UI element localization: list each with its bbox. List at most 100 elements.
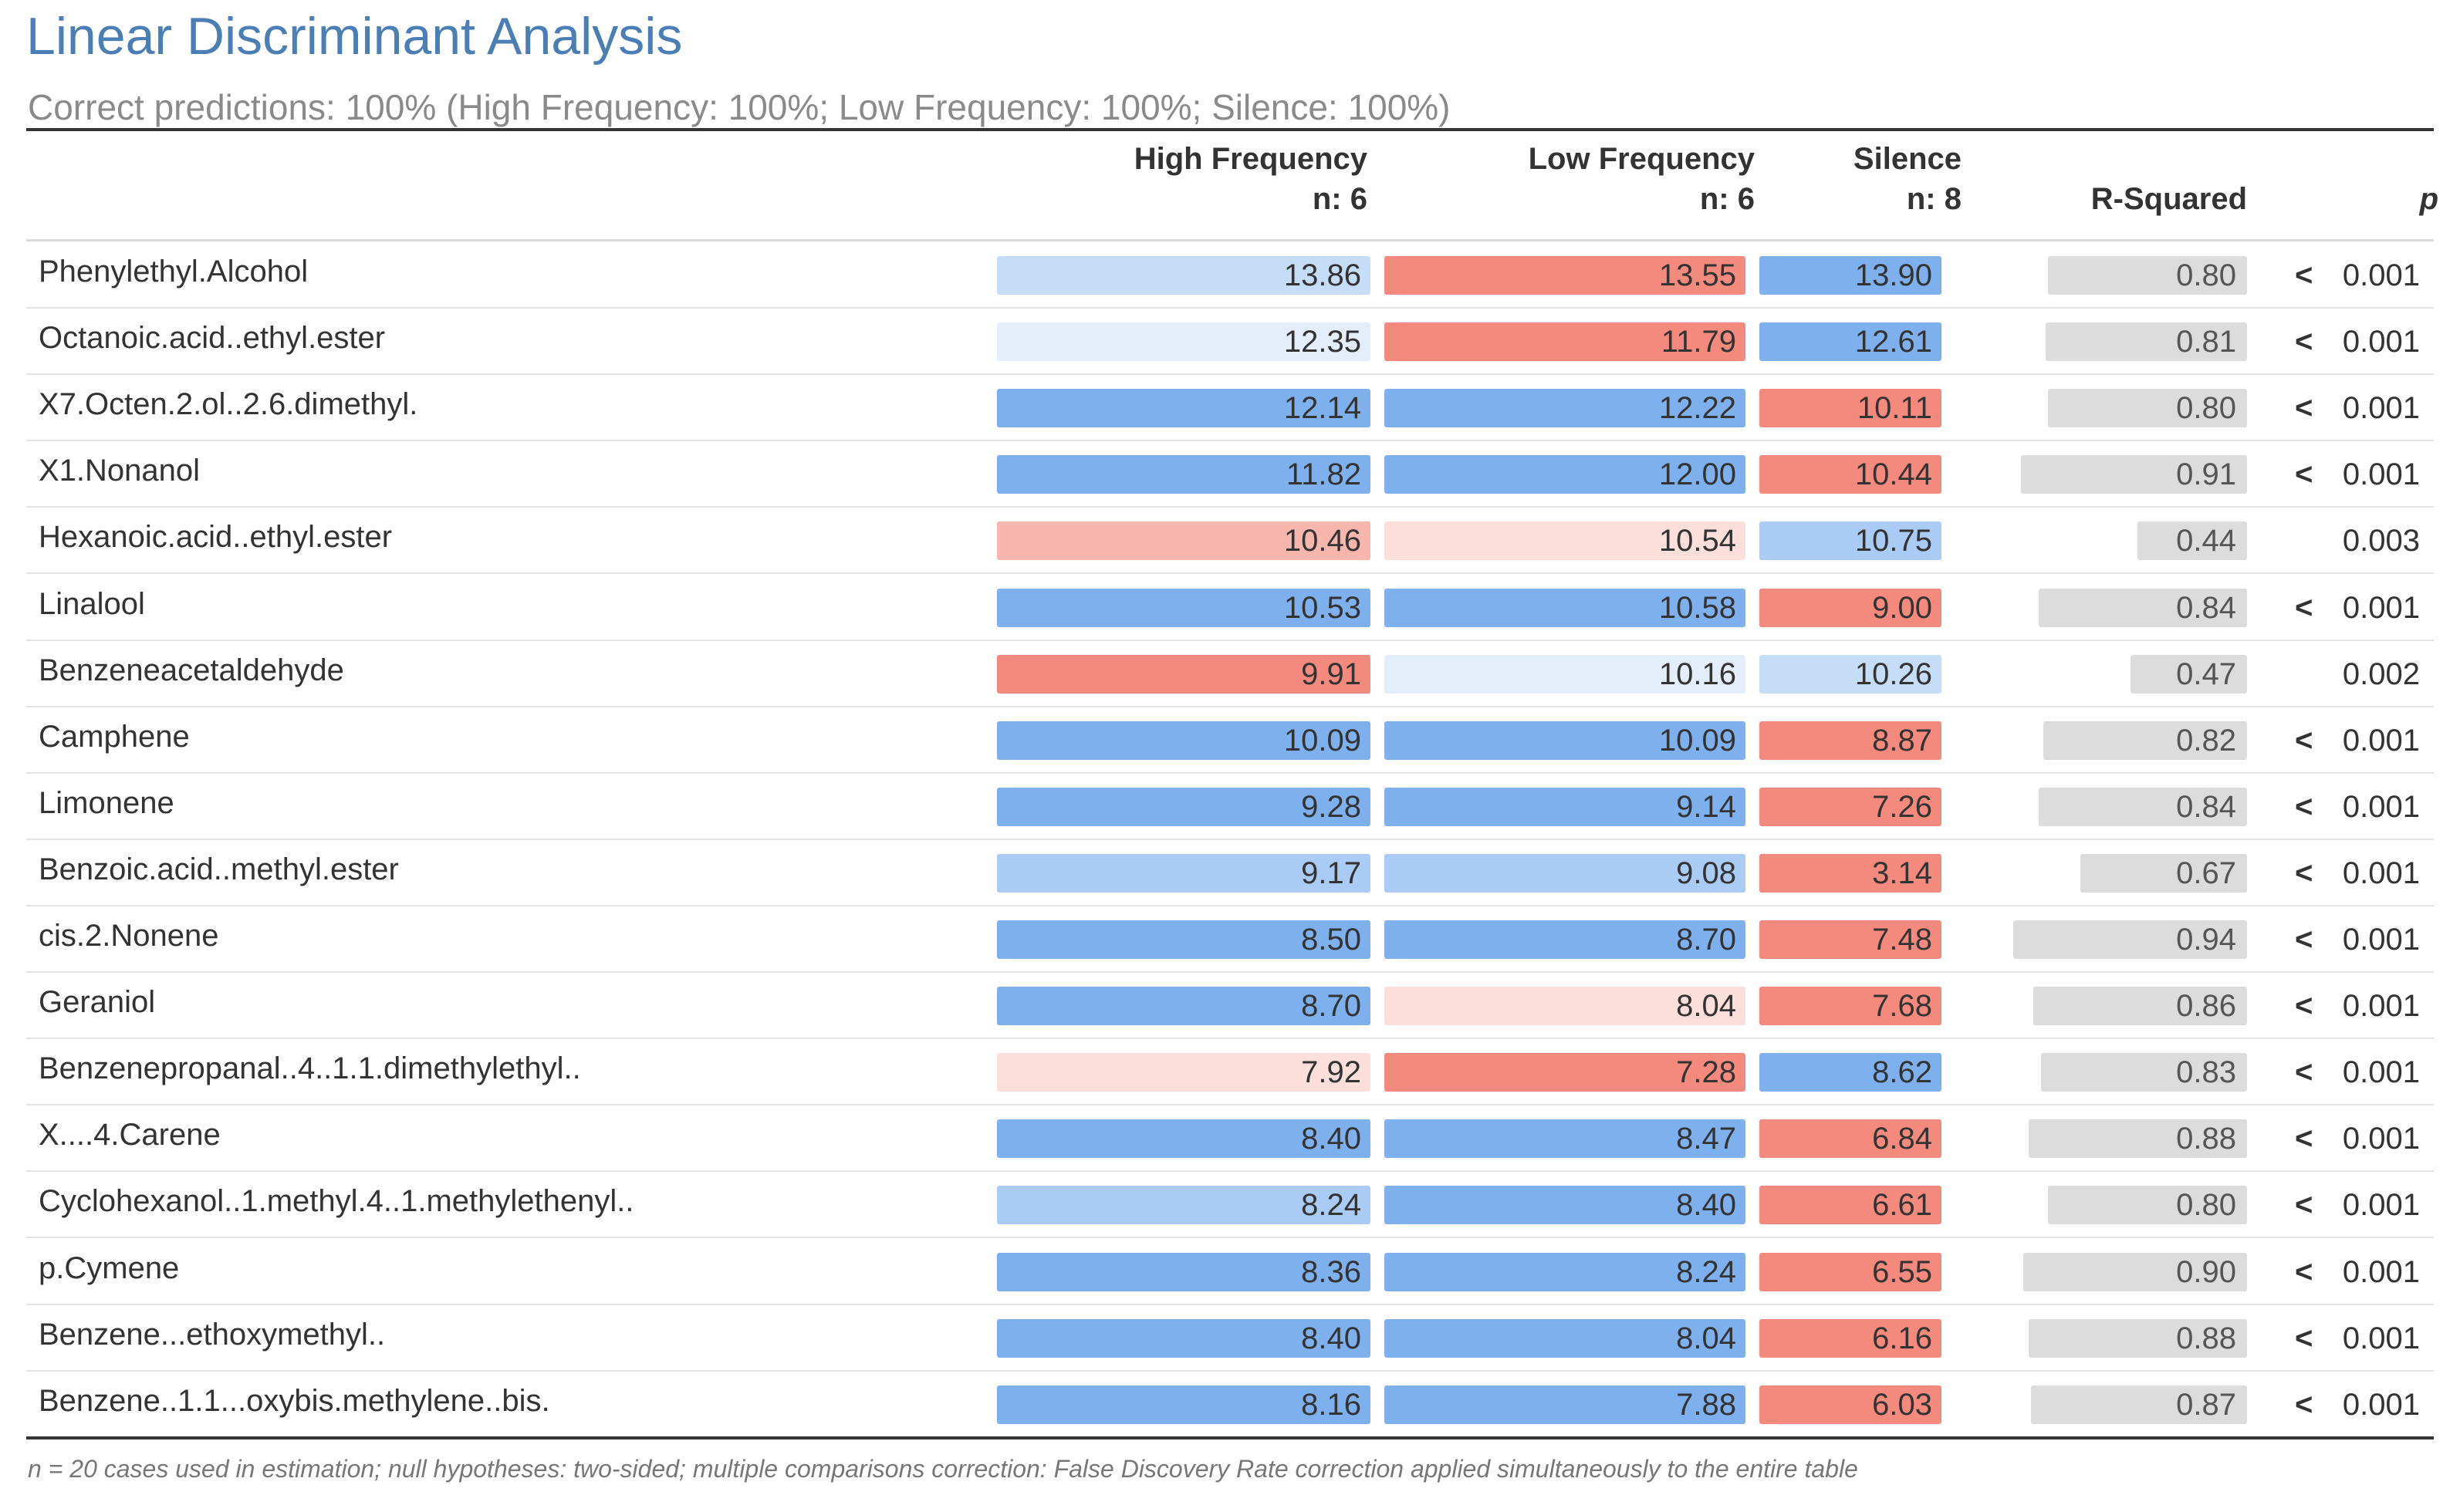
row-label: X7.Octen.2.ol..2.6.dimethyl. (39, 387, 418, 422)
row-separator (26, 838, 2434, 840)
silence-cell: 10.11 (1759, 389, 1941, 428)
row-label: Limonene (39, 785, 174, 820)
high-frequency-cell: 11.82 (997, 455, 1370, 494)
p-less-than-sign: < (2295, 457, 2313, 492)
silence-cell: 7.68 (1759, 987, 1941, 1026)
table-row: Benzene..1.1...oxybis.methylene..bis. 8.1… (26, 1372, 2434, 1438)
header-separator (26, 239, 2434, 241)
silence-cell: 12.61 (1759, 322, 1941, 362)
low-frequency-cell: 10.09 (1384, 721, 1745, 760)
table-row: Limonene 9.28 9.14 7.26 0.84 <0.001 (26, 774, 2434, 840)
r-squared-bar: 0.88 (2029, 1318, 2247, 1358)
low-frequency-cell: 8.04 (1384, 987, 1745, 1026)
row-label: X1.Nonanol (39, 454, 201, 488)
low-frequency-cell: 8.40 (1384, 1186, 1745, 1225)
row-label: Geraniol (39, 985, 156, 1020)
table-row: Phenylethyl.Alcohol 13.86 13.55 13.90 0.80 <0… (26, 242, 2434, 309)
header-r-squared: R-Squared (2090, 182, 2247, 216)
low-frequency-cell: 10.58 (1384, 588, 1745, 627)
row-separator (26, 1303, 2434, 1305)
table-row: X....4.Carene 8.40 8.47 6.84 0.88 <0.001 (26, 1105, 2434, 1173)
silence-cell: 10.26 (1759, 654, 1941, 694)
row-label: Benzene..1.1...oxybis.methylene..bis. (39, 1383, 550, 1418)
p-value: 0.001 (2342, 391, 2420, 426)
p-less-than-sign: < (2295, 1254, 2313, 1289)
silence-cell: 3.14 (1759, 853, 1941, 893)
p-less-than-sign: < (2295, 989, 2313, 1024)
row-separator (26, 1104, 2434, 1106)
row-label: Benzene...ethoxymethyl.. (39, 1317, 386, 1352)
high-frequency-cell: 8.50 (997, 920, 1370, 959)
r-squared-bar: 0.47 (2131, 654, 2247, 694)
p-value: 0.001 (2342, 1055, 2420, 1090)
silence-cell: 8.62 (1759, 1053, 1941, 1092)
p-value: 0.001 (2342, 258, 2420, 292)
row-label: Benzeneacetaldehyde (39, 653, 344, 687)
header-silence-n: n: 8 (1906, 182, 1962, 216)
r-squared-bar: 0.94 (2013, 920, 2247, 959)
silence-cell: 6.16 (1759, 1318, 1941, 1358)
high-frequency-cell: 7.92 (997, 1053, 1370, 1092)
high-frequency-cell: 9.17 (997, 853, 1370, 893)
p-value: 0.001 (2342, 1387, 2420, 1422)
p-less-than-sign: < (2295, 723, 2313, 758)
high-frequency-cell: 10.46 (997, 521, 1370, 561)
page-subtitle: Correct predictions: 100% (High Frequenc… (28, 87, 1451, 127)
header-high-frequency-name: High Frequency (1134, 142, 1367, 176)
r-squared-bar: 0.80 (2048, 389, 2247, 428)
p-less-than-sign: < (2295, 590, 2313, 625)
p-value: 0.003 (2342, 524, 2420, 559)
p-value: 0.001 (2342, 1188, 2420, 1223)
row-separator (26, 1369, 2434, 1372)
row-separator (26, 307, 2434, 309)
table-row: Benzoic.acid..methyl.ester 9.17 9.08 3.14 0.… (26, 840, 2434, 906)
p-less-than-sign: < (2295, 1387, 2313, 1422)
silence-cell: 6.03 (1759, 1385, 1941, 1424)
r-squared-bar: 0.80 (2048, 1186, 2247, 1225)
header-low-frequency: Low Frequency n: 6 (1529, 139, 1755, 219)
p-less-than-sign: < (2295, 325, 2313, 359)
high-frequency-cell: 12.14 (997, 389, 1370, 428)
table-row: Geraniol 8.70 8.04 7.68 0.86 <0.001 (26, 973, 2434, 1040)
p-value: 0.001 (2342, 923, 2420, 957)
high-frequency-cell: 8.16 (997, 1385, 1370, 1424)
p-less-than-sign: < (2295, 1188, 2313, 1223)
r-squared-bar: 0.91 (2021, 455, 2247, 494)
r-squared-bar: 0.87 (2031, 1385, 2247, 1424)
high-frequency-cell: 8.36 (997, 1252, 1370, 1291)
low-frequency-cell: 8.04 (1384, 1318, 1745, 1358)
high-frequency-cell: 9.91 (997, 654, 1370, 694)
table-row: Linalool 10.53 10.58 9.00 0.84 <0.001 (26, 575, 2434, 641)
p-value: 0.001 (2342, 789, 2420, 824)
r-squared-bar: 0.44 (2137, 521, 2247, 561)
p-value: 0.001 (2342, 989, 2420, 1024)
table-row: Benzenepropanal..4..1.1.dimethylethyl.. 7… (26, 1039, 2434, 1106)
header-p: p (2419, 182, 2438, 216)
r-squared-bar: 0.84 (2039, 588, 2247, 627)
p-value: 0.001 (2342, 590, 2420, 625)
table-row: Hexanoic.acid..ethyl.ester 10.46 10.54 10.7… (26, 508, 2434, 575)
low-frequency-cell: 9.08 (1384, 853, 1745, 893)
row-label: cis.2.Nonene (39, 919, 219, 953)
r-squared-bar: 0.83 (2041, 1053, 2247, 1092)
high-frequency-cell: 10.53 (997, 588, 1370, 627)
silence-cell: 6.84 (1759, 1119, 1941, 1159)
row-separator (26, 440, 2434, 442)
silence-cell: 6.61 (1759, 1186, 1941, 1225)
p-less-than-sign: < (2295, 789, 2313, 824)
p-value: 0.001 (2342, 1254, 2420, 1289)
row-label: Octanoic.acid..ethyl.ester (39, 321, 386, 356)
row-separator (26, 373, 2434, 376)
low-frequency-cell: 7.28 (1384, 1053, 1745, 1092)
row-label: Benzenepropanal..4..1.1.dimethylethyl.. (39, 1051, 581, 1086)
silence-cell: 10.44 (1759, 455, 1941, 494)
low-frequency-cell: 11.79 (1384, 322, 1745, 362)
p-less-than-sign: < (2295, 258, 2313, 292)
high-frequency-cell: 8.40 (997, 1119, 1370, 1159)
row-label: Benzoic.acid..methyl.ester (39, 852, 399, 886)
row-label: Phenylethyl.Alcohol (39, 255, 309, 289)
p-value: 0.001 (2342, 325, 2420, 359)
table-row: Octanoic.acid..ethyl.ester 12.35 11.79 12.6… (26, 309, 2434, 376)
row-label: Hexanoic.acid..ethyl.ester (39, 520, 393, 555)
